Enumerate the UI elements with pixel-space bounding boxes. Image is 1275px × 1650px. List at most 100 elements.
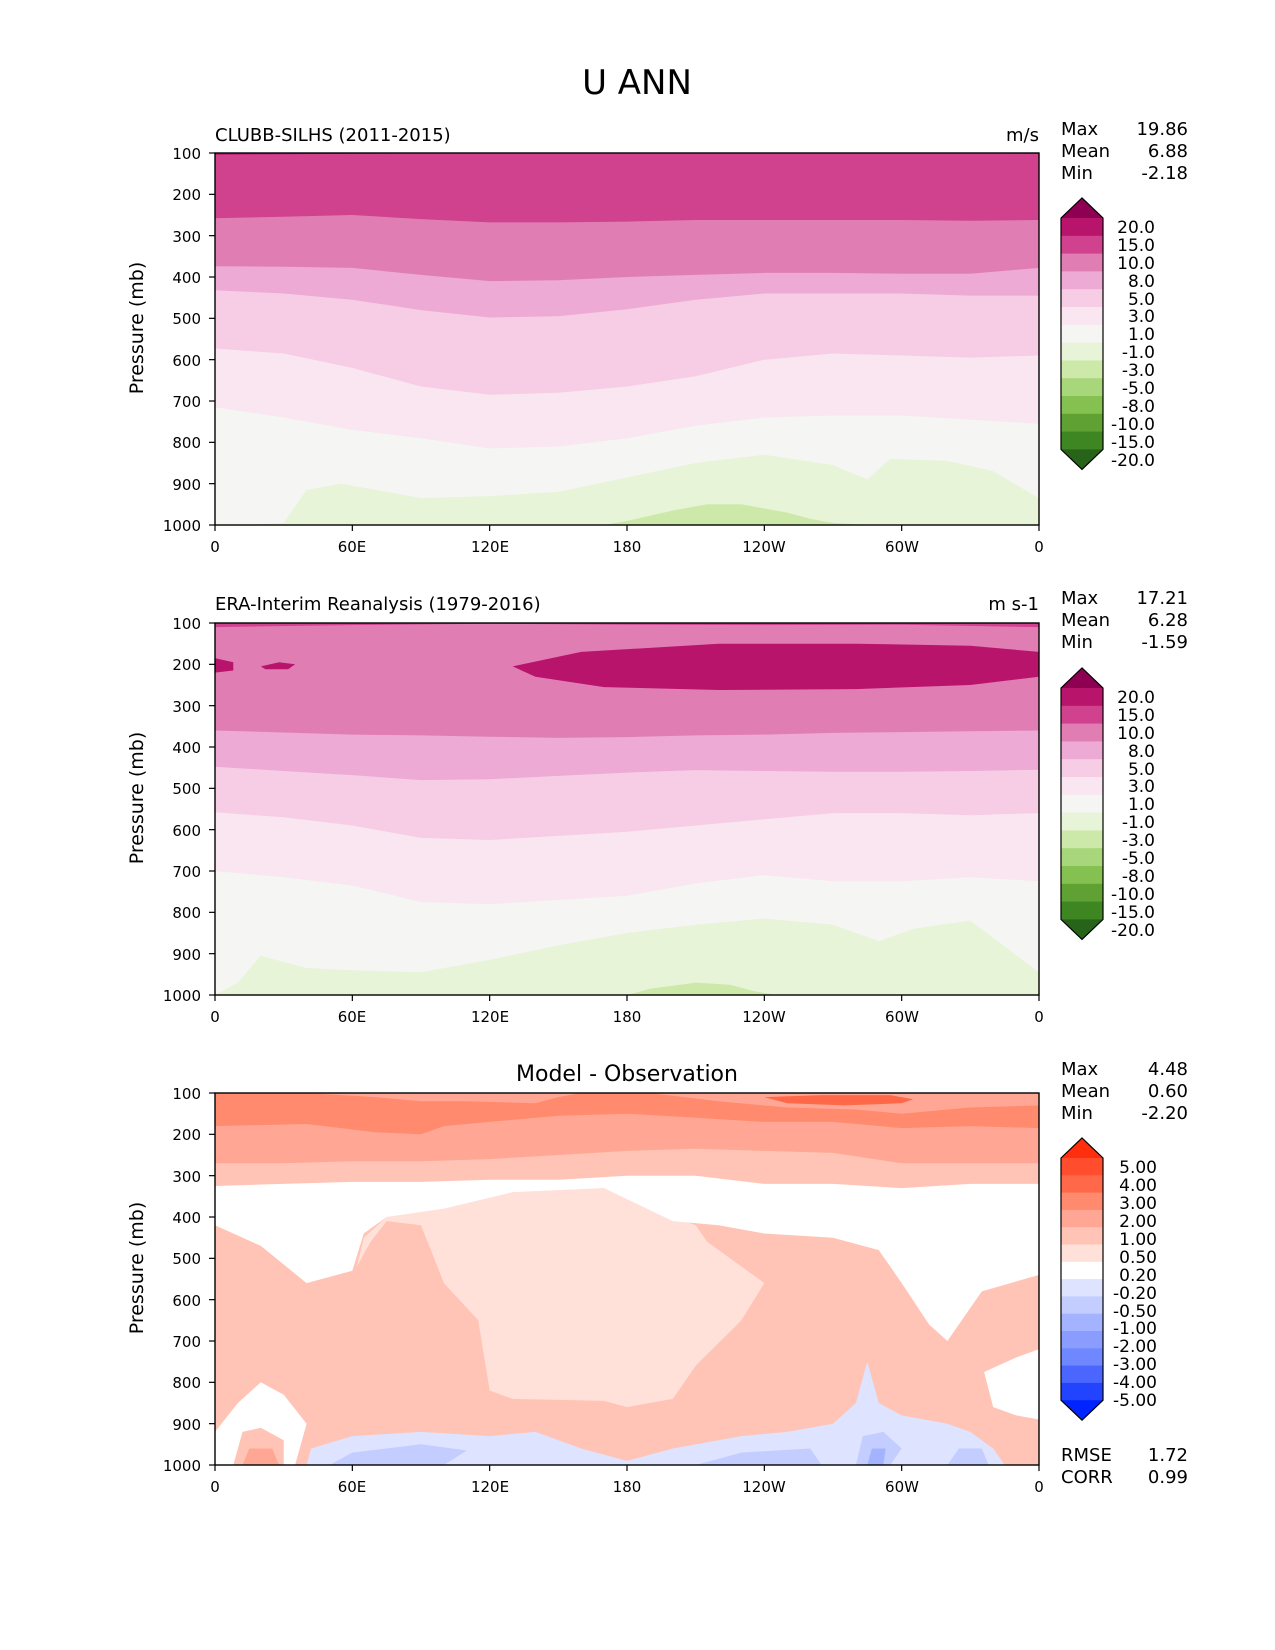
y-tick-label: 1000 [163, 517, 201, 535]
y-tick-label: 300 [172, 1168, 201, 1186]
y-tick-label: 200 [172, 186, 201, 204]
colorbar-label: -5.0 [1122, 379, 1155, 399]
colorbar-label: 5.0 [1128, 290, 1155, 310]
contour-region [855, 1431, 902, 1465]
x-tick-label: 0 [1034, 1008, 1044, 1026]
colorbar-segment [1061, 1175, 1103, 1194]
y-tick-label: 400 [172, 269, 201, 287]
colorbar-segment [1061, 1209, 1103, 1228]
x-tick-label: 0 [210, 538, 220, 556]
colorbar-label: 5.0 [1128, 760, 1155, 780]
panel-3-title: Model - Observation [516, 1062, 738, 1087]
colorbar-label: 10.0 [1117, 724, 1155, 744]
colorbar-segment [1061, 723, 1103, 742]
panel-3-stat-label-mean: Mean [1061, 1081, 1110, 1102]
panel-2-y-ticks: 100 200 300 400 500 600 700 800 900 1000 [163, 615, 201, 1005]
colorbar-label: 3.0 [1128, 777, 1155, 797]
x-tick-label: 60W [885, 538, 919, 556]
colorbar-segment [1061, 901, 1103, 920]
x-tick-label: 120W [742, 1478, 786, 1496]
colorbar-label: -15.0 [1111, 903, 1155, 923]
colorbar-label: 15.0 [1117, 706, 1155, 726]
colorbar-segment [1061, 794, 1103, 814]
panel-1-stat-label-min: Min [1061, 163, 1093, 184]
panel-2-stat-label-mean: Mean [1061, 610, 1110, 631]
y-tick-label: 700 [172, 863, 201, 881]
x-tick-label: 120E [471, 538, 509, 556]
colorbar-segment [1061, 324, 1103, 344]
colorbar-label: -10.0 [1111, 885, 1155, 905]
colorbar-segment [1061, 431, 1103, 450]
colorbar-extend-min [1061, 449, 1103, 470]
contour-band [215, 918, 1039, 995]
y-tick-label: 800 [172, 904, 201, 922]
y-tick-label: 100 [172, 615, 201, 633]
y-tick-label: 900 [172, 1416, 201, 1434]
colorbar-extend-min [1061, 919, 1103, 940]
colorbar-label: -0.20 [1113, 1284, 1157, 1304]
colorbar-segment [1061, 812, 1103, 831]
colorbar-outline [1060, 667, 1104, 941]
colorbar-segment [1061, 1244, 1103, 1263]
panel-3-stat-value-mean: 0.60 [1148, 1081, 1188, 1102]
colorbar-segment [1061, 1296, 1103, 1315]
colorbar-label: -4.00 [1113, 1373, 1157, 1393]
y-tick-label: 200 [172, 656, 201, 674]
panel-1-ylabel: Pressure (mb) [126, 262, 148, 395]
colorbar-segment [1061, 705, 1103, 725]
panel-3-stat-label-rmse: RMSE [1061, 1445, 1112, 1466]
colorbar-segment [1061, 1227, 1103, 1246]
colorbar-extend-min [1061, 1400, 1103, 1421]
x-tick-label: 0 [210, 1478, 220, 1496]
panel-1-plot-area [209, 152, 1040, 531]
colorbar-segment [1061, 1279, 1103, 1297]
colorbar-label: 1.0 [1128, 325, 1155, 345]
contour-region [764, 1095, 914, 1106]
colorbar-segment [1061, 866, 1103, 885]
contour-region [306, 1361, 1005, 1465]
x-tick-label: 60E [338, 538, 367, 556]
colorbar-label: -3.0 [1122, 831, 1155, 851]
colorbar-label: 20.0 [1117, 688, 1155, 708]
panel-1-colorbar: 20.0 15.0 10.0 8.0 5.0 3.0 1.0 -1.0 -3.0… [1060, 197, 1155, 471]
contour-region [984, 1349, 1039, 1420]
contour-region [867, 1448, 886, 1465]
colorbar-segment [1061, 1261, 1103, 1280]
panel-1-stat-label-mean: Mean [1061, 141, 1110, 162]
panel-3-y-ticks: 100 200 300 400 500 600 700 800 900 1000 [163, 1085, 201, 1475]
colorbar-label: 0.50 [1119, 1248, 1157, 1268]
colorbar-label: 1.00 [1119, 1230, 1157, 1250]
colorbar-label: -3.0 [1122, 361, 1155, 381]
panel-2-stat-value-min: -1.59 [1141, 632, 1188, 653]
panel-2-ylabel: Pressure (mb) [126, 732, 148, 865]
colorbar-label: -0.50 [1113, 1302, 1157, 1322]
colorbar-outline [1060, 1137, 1104, 1422]
y-tick-label: 600 [172, 1292, 201, 1310]
colorbar-label: -10.0 [1111, 415, 1155, 435]
colorbar-segment [1061, 360, 1103, 379]
colorbar-segment [1061, 342, 1103, 361]
y-tick-label: 800 [172, 1374, 201, 1392]
colorbar-label: -5.0 [1122, 849, 1155, 869]
panel-2-title: ERA-Interim Reanalysis (1979-2016) [215, 594, 541, 615]
x-tick-label: 60W [885, 1008, 919, 1026]
colorbar-label: 5.00 [1119, 1158, 1157, 1178]
y-tick-label: 100 [172, 1085, 201, 1103]
colorbar-extend-max [1061, 1138, 1103, 1158]
y-tick-label: 200 [172, 1126, 201, 1144]
colorbar-segment [1061, 1348, 1103, 1367]
panel-1: CLUBB-SILHS (2011-2015) m/s Pressure (mb… [126, 119, 1188, 556]
y-tick-label: 600 [172, 822, 201, 840]
y-tick-label: 1000 [163, 1457, 201, 1475]
colorbar-label: -1.0 [1122, 813, 1155, 833]
panel-1-stat-label-max: Max [1061, 119, 1099, 140]
colorbar-segment [1061, 1331, 1103, 1349]
colorbar-segment [1061, 1158, 1103, 1176]
y-tick-label: 300 [172, 698, 201, 716]
panel-1-y-ticks: 100 200 300 400 500 600 700 800 900 1000 [163, 145, 201, 535]
colorbar-label: -15.0 [1111, 433, 1155, 453]
contour-region [242, 1448, 280, 1465]
x-tick-label: 120E [471, 1008, 509, 1026]
colorbar-label: 4.00 [1119, 1176, 1157, 1196]
